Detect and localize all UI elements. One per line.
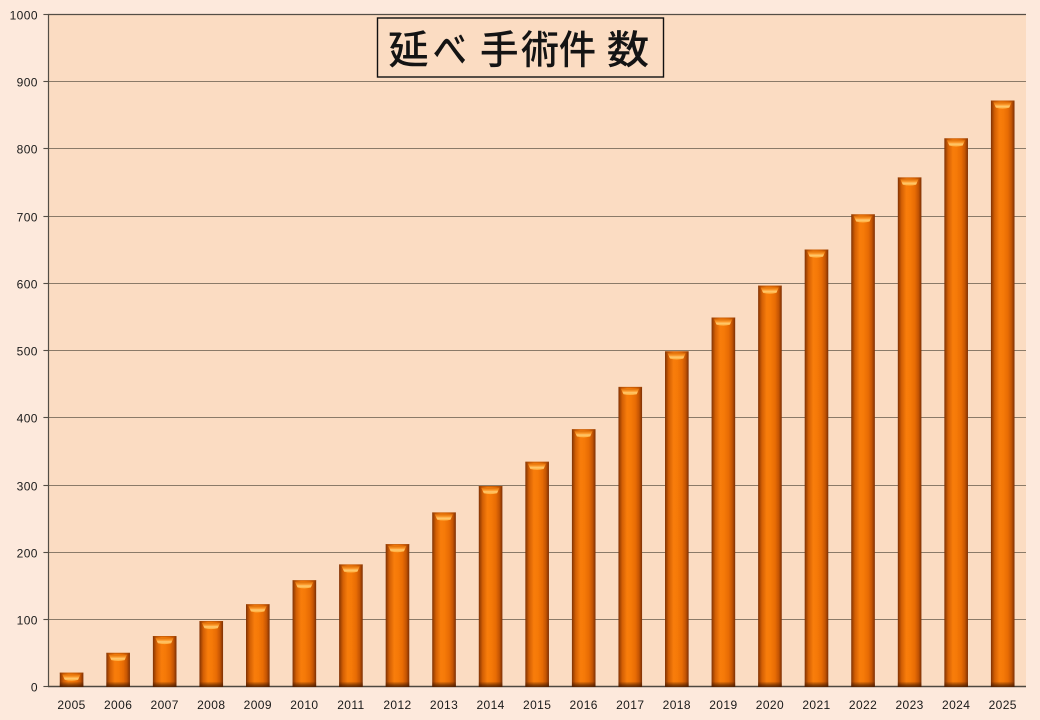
svg-text:500: 500 [17,344,38,358]
svg-text:2012: 2012 [383,698,411,712]
svg-text:2006: 2006 [104,698,132,712]
svg-text:0: 0 [31,680,38,694]
svg-text:2008: 2008 [197,698,225,712]
svg-text:2010: 2010 [290,698,318,712]
svg-text:100: 100 [17,613,38,627]
svg-text:2017: 2017 [616,698,644,712]
svg-text:200: 200 [17,546,38,560]
svg-text:2005: 2005 [57,698,85,712]
svg-text:2022: 2022 [849,698,877,712]
svg-text:2007: 2007 [151,698,179,712]
svg-text:400: 400 [17,411,38,425]
svg-text:2015: 2015 [523,698,551,712]
svg-text:2024: 2024 [942,698,970,712]
svg-text:2019: 2019 [709,698,737,712]
svg-text:2009: 2009 [244,698,272,712]
svg-text:700: 700 [17,210,38,224]
svg-text:2023: 2023 [895,698,923,712]
svg-text:2013: 2013 [430,698,458,712]
svg-text:600: 600 [17,277,38,291]
svg-text:900: 900 [17,75,38,89]
svg-text:2011: 2011 [337,698,364,712]
svg-text:2020: 2020 [756,698,784,712]
svg-text:2016: 2016 [570,698,598,712]
svg-text:2025: 2025 [989,698,1017,712]
svg-text:300: 300 [17,479,38,493]
svg-text:2014: 2014 [476,698,504,712]
svg-text:800: 800 [17,142,38,156]
svg-text:2018: 2018 [663,698,691,712]
svg-text:1000: 1000 [10,8,38,22]
svg-text:2021: 2021 [802,698,830,712]
